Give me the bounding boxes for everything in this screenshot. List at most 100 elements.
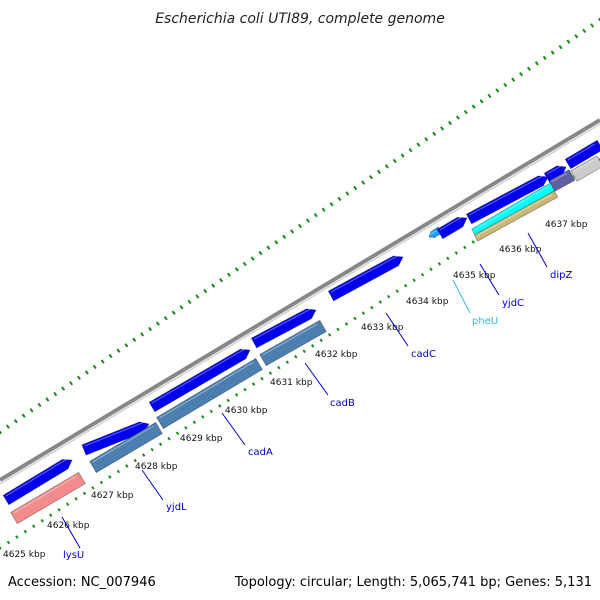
cds-block [2,458,73,506]
outer-gc-tick [558,44,563,50]
cog-block-highlight [573,159,595,173]
outer-gc-tick [590,23,595,28]
outer-gc-tick [392,158,397,164]
cog-block-shape [473,190,559,242]
inner-gc-tick [420,272,425,277]
outer-gc-tick [290,229,295,234]
gc-tick-marks [0,17,600,550]
outer-gc-tick [61,386,66,391]
inner-gc-tick [184,425,188,430]
ruler-label: 4633 kbp [361,323,404,333]
outer-gc-tick [124,343,129,348]
inner-gc-tick [116,469,121,474]
inner-gc-tick [378,300,382,304]
outer-gc-tick [155,321,160,326]
outer-gc-tick [432,131,437,137]
gene-leader-line [385,312,409,347]
outer-gc-tick [274,240,279,245]
cds-block-highlight [468,175,544,216]
outer-gc-tick [582,28,587,34]
outer-gc-tick [234,267,239,272]
feature-labels: 4625 kbp 4626 kbp 4627 kbp 4628 kbp 4629 kbp… [3,220,588,561]
inner-gc-tick [57,507,61,512]
cds-block [436,216,468,240]
inner-gc-tick [234,393,239,397]
ruler-label: 4636 kbp [499,245,542,255]
cds-block-shape [465,175,549,225]
outer-gc-tick [297,223,303,229]
outer-gc-tick [440,126,445,131]
inner-gc-tick [361,311,366,315]
cog-block-highlight [262,323,318,356]
inner-gc-tick [429,267,433,272]
ruler-label: 4635 kbp [453,271,496,281]
outer-gc-tick [266,245,271,250]
inner-gc-tick [412,278,416,283]
inner-gc-tick [108,475,112,479]
genome-backbone [0,118,600,485]
outer-gc-tick [69,381,74,386]
cds-block-shape [564,139,600,170]
outer-gc-tick [132,337,137,343]
ruler-label: 4626 kbp [47,521,90,531]
outer-gc-tick [282,234,287,240]
inner-gc-tick [209,409,213,414]
cds-block-highlight [567,143,596,161]
inner-gc-tick [6,540,11,545]
outer-gc-tick [463,109,468,115]
outer-gc-tick [447,120,453,126]
outer-gc-tick [416,142,421,147]
outer-gc-tick [329,202,334,207]
cds-block-shape [543,165,567,184]
outer-gc-tick [511,77,516,82]
cog-block-highlight [159,361,254,419]
inner-gc-tick [353,316,357,321]
cog-block-highlight [474,185,550,231]
outer-gc-tick [337,196,342,202]
outer-gc-tick [219,278,224,283]
outer-gc-tick [321,207,326,212]
outer-gc-tick [471,104,476,109]
inner-gc-tick [150,447,154,452]
ruler-label: 4630 kbp [225,406,268,416]
outer-gc-tick [526,66,531,71]
inner-gc-tick [319,338,323,343]
outer-gc-tick [226,272,231,277]
inner-gc-tick [158,442,163,446]
outer-gc-tick [203,288,208,294]
inner-gc-tick [302,349,306,354]
backbone-line [0,118,600,482]
outer-gc-tick [211,283,216,288]
inner-gc-tick [277,365,281,370]
inner-gc-tick [15,535,19,539]
outer-gc-tick [353,185,358,191]
outer-gc-tick [53,391,58,397]
cog-block [548,169,576,192]
gene-leader-line [61,516,81,549]
inner-gc-tick [82,491,87,496]
gene-label: pheU [472,316,498,327]
cog-block-shape [89,421,163,474]
outer-gc-tick [345,191,350,196]
inner-gc-tick [598,158,600,162]
outer-gc-tick [179,305,184,310]
cds-block [564,139,600,170]
outer-gc-tick [479,99,484,104]
inner-gc-tick [344,322,349,326]
inner-gc-tick [268,371,273,375]
cds-block-shape [2,459,73,506]
map-title: Escherichia coli UTI89, complete genome [155,11,445,27]
inner-gc-tick [310,344,315,348]
cds-block-shape [436,216,468,240]
outer-gc-tick [163,315,168,321]
inner-gc-tick [471,240,475,244]
cds-block [465,175,549,225]
gene-label: lysU [63,550,84,561]
ruler-label: 4629 kbp [180,434,223,444]
rrna-block-highlight [13,475,77,514]
outer-gc-tick [400,153,405,158]
inner-gc-tick [167,436,171,441]
outer-gc-tick [116,348,121,353]
cds-block [250,308,317,349]
